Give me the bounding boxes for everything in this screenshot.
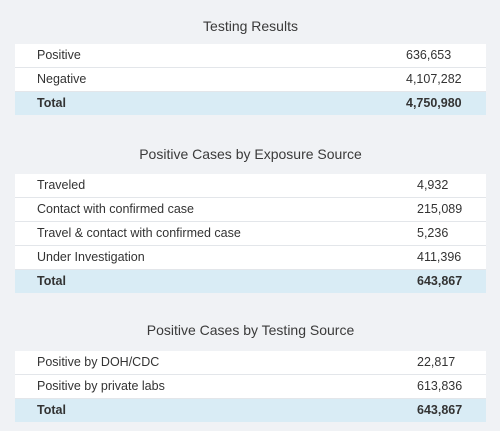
total-value: 643,867 bbox=[417, 274, 463, 288]
exposure-source-section: Positive Cases by Exposure Source Travel… bbox=[15, 144, 486, 293]
row-label: Negative bbox=[37, 72, 87, 86]
section-title: Testing Results bbox=[203, 18, 298, 34]
row-value: 636,653 bbox=[406, 48, 452, 62]
section-title: Positive Cases by Exposure Source bbox=[139, 146, 362, 162]
table-row: Under Investigation 411,396 bbox=[15, 246, 486, 270]
total-label: Total bbox=[37, 274, 66, 288]
section-title: Positive Cases by Testing Source bbox=[146, 322, 355, 338]
row-label: Under Investigation bbox=[37, 250, 145, 264]
row-value: 215,089 bbox=[417, 202, 463, 216]
row-value: 5,236 bbox=[417, 226, 449, 240]
testing-results-table: Positive 636,653 Negative 4,107,282 Tota… bbox=[15, 44, 486, 115]
table-row: Positive 636,653 bbox=[15, 44, 486, 68]
total-row: Total 643,867 bbox=[15, 270, 486, 293]
testing-source-table: Positive by DOH/CDC 22,817 Positive by p… bbox=[15, 351, 486, 422]
row-label: Positive by private labs bbox=[37, 379, 165, 393]
table-row: Positive by DOH/CDC 22,817 bbox=[15, 351, 486, 375]
row-label: Contact with confirmed case bbox=[37, 202, 195, 216]
total-row: Total 643,867 bbox=[15, 399, 486, 422]
table-row: Contact with confirmed case 215,089 bbox=[15, 198, 486, 222]
total-label: Total bbox=[37, 403, 66, 417]
total-value: 643,867 bbox=[417, 403, 463, 417]
table-row: Traveled 4,932 bbox=[15, 174, 486, 198]
table-row: Travel & contact with confirmed case 5,2… bbox=[15, 222, 486, 246]
row-value: 4,932 bbox=[417, 178, 449, 192]
table-row: Negative 4,107,282 bbox=[15, 68, 486, 92]
testing-source-section: Positive Cases by Testing Source Positiv… bbox=[15, 320, 486, 422]
exposure-source-table: Traveled 4,932 Contact with confirmed ca… bbox=[15, 174, 486, 293]
row-value: 22,817 bbox=[417, 355, 456, 369]
testing-results-section: Testing Results Positive 636,653 Negativ… bbox=[15, 16, 486, 115]
row-label: Travel & contact with confirmed case bbox=[37, 226, 241, 240]
row-value: 613,836 bbox=[417, 379, 463, 393]
total-label: Total bbox=[37, 96, 66, 110]
total-row: Total 4,750,980 bbox=[15, 92, 486, 115]
row-value: 4,107,282 bbox=[406, 72, 462, 86]
total-value: 4,750,980 bbox=[406, 96, 462, 110]
table-row: Positive by private labs 613,836 bbox=[15, 375, 486, 399]
row-value: 411,396 bbox=[417, 250, 462, 264]
row-label: Positive by DOH/CDC bbox=[37, 355, 160, 369]
row-label: Traveled bbox=[37, 178, 86, 192]
row-label: Positive bbox=[37, 48, 81, 62]
